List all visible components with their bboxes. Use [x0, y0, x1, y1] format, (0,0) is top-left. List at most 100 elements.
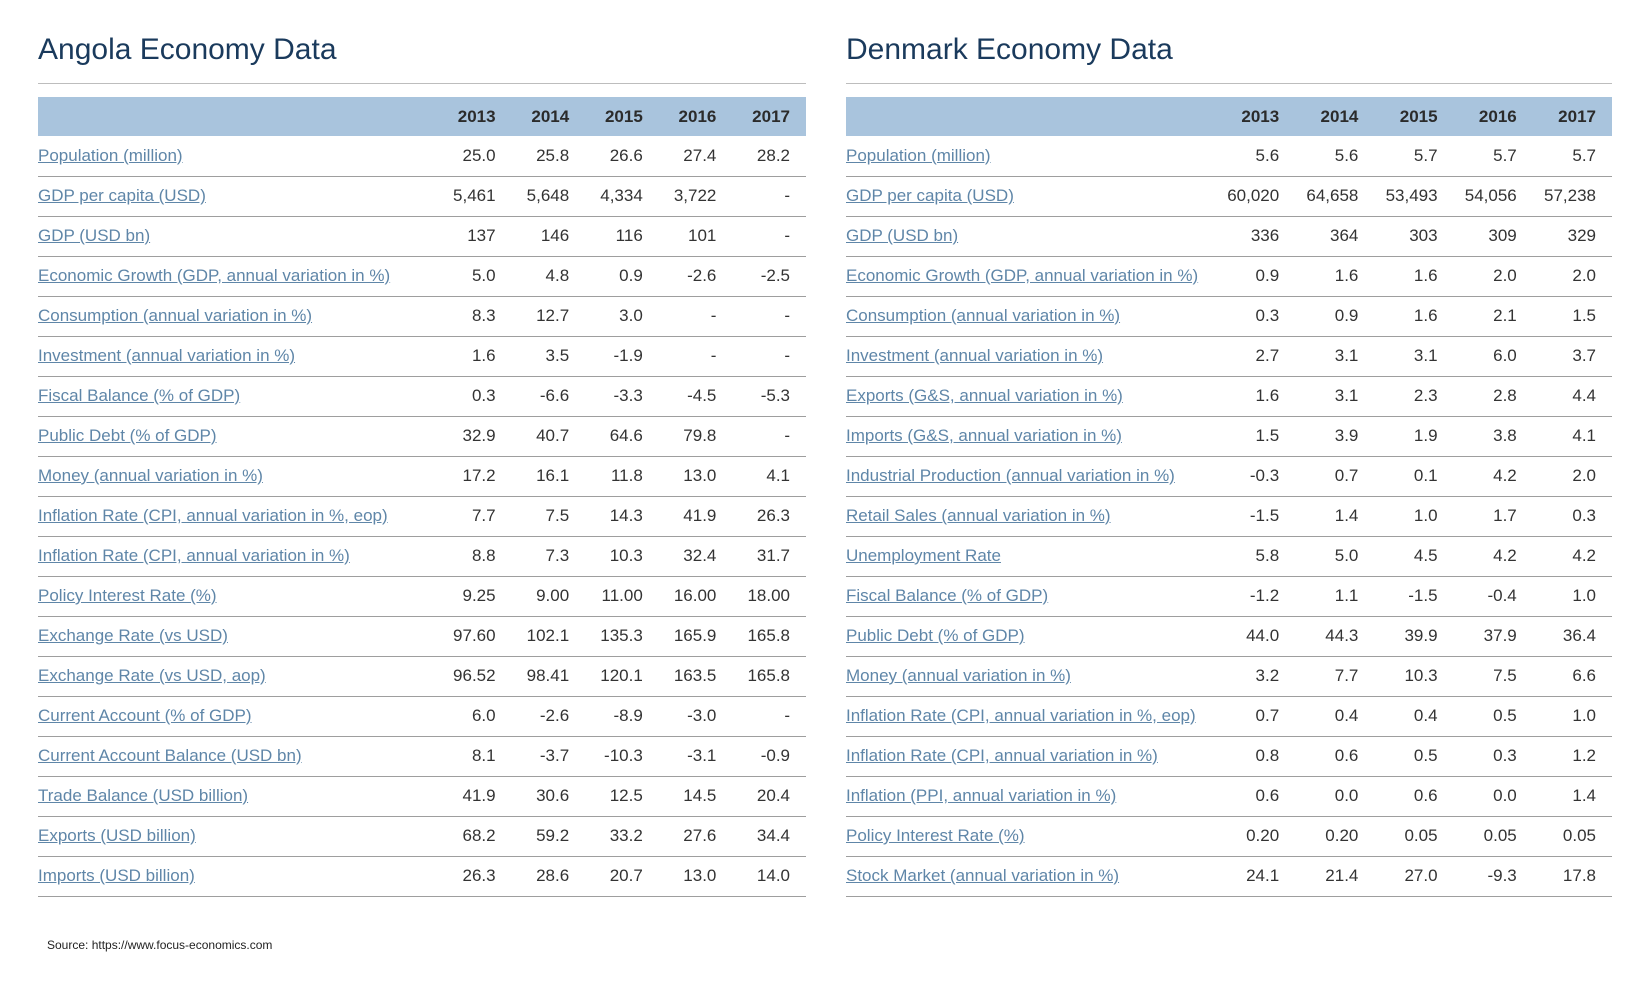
indicator-cell: Investment (annual variation in %): [38, 336, 438, 376]
indicator-cell: Fiscal Balance (% of GDP): [846, 576, 1216, 616]
indicator-cell: Trade Balance (USD billion): [38, 776, 438, 816]
indicator-link[interactable]: Investment (annual variation in %): [846, 346, 1104, 365]
indicator-link[interactable]: Public Debt (% of GDP): [38, 426, 217, 445]
indicator-cell: Population (million): [38, 136, 438, 176]
indicator-link[interactable]: Current Account Balance (USD bn): [38, 746, 302, 765]
value-cell: 0.20: [1325, 826, 1359, 845]
indicator-link[interactable]: GDP (USD bn): [38, 226, 151, 245]
value-cell: 4.2: [1493, 546, 1517, 565]
table-row: Population (million) 5.6 5.6 5.7 5.7 5.7: [846, 136, 1612, 176]
table-row: Consumption (annual variation in %) 0.3 0.…: [846, 296, 1612, 336]
value-cell: 30.6: [536, 786, 570, 805]
value-cell: 18.00: [747, 586, 790, 605]
indicator-link[interactable]: Inflation Rate (CPI, annual variation in…: [846, 706, 1196, 725]
value-cell: 0.9: [1334, 306, 1359, 325]
table-row: Unemployment Rate 5.8 5.0 4.5 4.2 4.2: [846, 536, 1612, 576]
value-cell: 27.4: [683, 145, 717, 165]
indicator-link[interactable]: Money (annual variation in %): [846, 666, 1071, 685]
value-cell: 1.0: [1572, 586, 1596, 605]
value-cell: -6.6: [539, 386, 570, 405]
indicator-link[interactable]: Exchange Rate (vs USD, aop): [38, 666, 266, 685]
indicator-link[interactable]: Investment (annual variation in %): [38, 346, 296, 365]
indicator-link[interactable]: Fiscal Balance (% of GDP): [846, 586, 1049, 605]
indicator-link[interactable]: Fiscal Balance (% of GDP): [38, 386, 241, 405]
indicator-cell: Imports (USD billion): [38, 856, 438, 896]
value-cell: 0.5: [1493, 706, 1517, 725]
value-cell: 120.1: [600, 666, 643, 685]
indicator-link[interactable]: Policy Interest Rate (%): [38, 586, 217, 605]
value-cell: 2.0: [1572, 466, 1596, 485]
indicator-link[interactable]: GDP per capita (USD): [846, 186, 1014, 205]
indicator-cell: Population (million): [846, 136, 1216, 176]
value-cell: 54,056: [1464, 186, 1517, 205]
value-cell: 4.1: [1572, 426, 1596, 445]
value-cell: -0.9: [760, 746, 790, 765]
value-cell: 0.5: [1413, 746, 1438, 765]
year-header: 2013: [1241, 106, 1280, 126]
indicator-link[interactable]: Policy Interest Rate (%): [846, 826, 1025, 845]
value-cell: -: [710, 346, 717, 365]
value-cell: -1.9: [613, 346, 643, 365]
value-cell: 3.9: [1334, 426, 1359, 445]
value-cell: 146: [540, 226, 570, 245]
indicator-link[interactable]: Trade Balance (USD billion): [38, 786, 249, 805]
indicator-link[interactable]: Exports (USD billion): [38, 826, 196, 845]
indicator-link[interactable]: Inflation Rate (CPI, annual variation in…: [38, 506, 388, 525]
table-row: GDP (USD bn) 336 364 303 309 329: [846, 216, 1612, 256]
value-cell: -2.6: [687, 266, 717, 285]
indicator-cell: Inflation Rate (CPI, annual variation in…: [846, 696, 1216, 736]
value-cell: 2.7: [1255, 346, 1280, 365]
indicator-link[interactable]: Inflation Rate (CPI, annual variation in…: [846, 746, 1158, 765]
denmark-title-divider: [846, 83, 1612, 84]
indicator-link[interactable]: Current Account (% of GDP): [38, 706, 252, 725]
indicator-cell: Public Debt (% of GDP): [38, 416, 438, 456]
year-header: 2013: [457, 106, 496, 126]
value-cell: 163.5: [673, 666, 717, 685]
indicator-link[interactable]: Industrial Production (annual variation …: [846, 466, 1175, 485]
value-cell: 5,461: [453, 186, 496, 205]
indicator-link[interactable]: Inflation Rate (CPI, annual variation in…: [38, 546, 350, 565]
indicator-link[interactable]: Economic Growth (GDP, annual variation i…: [38, 266, 391, 285]
value-cell: 0.8: [1255, 746, 1280, 765]
indicator-link[interactable]: Inflation (PPI, annual variation in %): [846, 786, 1117, 805]
year-header: 2015: [1399, 106, 1438, 126]
indicator-link[interactable]: Population (million): [38, 145, 183, 165]
value-cell: 1.5: [1255, 426, 1280, 445]
value-cell: 41.9: [462, 786, 496, 805]
value-cell: 5.7: [1413, 145, 1438, 165]
value-cell: 3.5: [545, 346, 570, 365]
table-row: Economic Growth (GDP, annual variation i…: [846, 256, 1612, 296]
value-cell: 0.20: [1246, 826, 1280, 845]
table-row: Trade Balance (USD billion) 41.9 30.6 12.5 1…: [38, 776, 806, 816]
indicator-link[interactable]: Consumption (annual variation in %): [846, 306, 1121, 325]
table-row: Fiscal Balance (% of GDP) -1.2 1.1 -1.5 -0.4…: [846, 576, 1612, 616]
indicator-link[interactable]: Stock Market (annual variation in %): [846, 866, 1120, 885]
indicator-cell: Inflation Rate (CPI, annual variation in…: [38, 496, 438, 536]
table-row: Stock Market (annual variation in %) 24.1…: [846, 856, 1612, 896]
indicator-cell: GDP per capita (USD): [38, 176, 438, 216]
value-cell: -10.3: [604, 746, 643, 765]
indicator-link[interactable]: Public Debt (% of GDP): [846, 626, 1025, 645]
indicator-link[interactable]: GDP per capita (USD): [38, 186, 206, 205]
indicator-link[interactable]: Exchange Rate (vs USD): [38, 626, 228, 645]
value-cell: -: [784, 306, 790, 325]
indicator-link[interactable]: GDP (USD bn): [846, 226, 959, 245]
value-cell: 17.2: [462, 466, 496, 485]
table-row: Consumption (annual variation in %) 8.3 12…: [38, 296, 806, 336]
indicator-link[interactable]: Imports (G&S, annual variation in %): [846, 426, 1122, 445]
indicator-link[interactable]: Consumption (annual variation in %): [38, 306, 313, 325]
value-cell: 13.0: [683, 466, 717, 485]
table-row: GDP per capita (USD) 60,020 64,658 53,493 54…: [846, 176, 1612, 216]
indicator-link[interactable]: Retail Sales (annual variation in %): [846, 506, 1111, 525]
value-cell: 16.1: [536, 466, 570, 485]
value-cell: 137: [467, 226, 496, 245]
indicator-link[interactable]: Imports (USD billion): [38, 866, 195, 885]
indicator-link[interactable]: Economic Growth (GDP, annual variation i…: [846, 266, 1199, 285]
indicator-link[interactable]: Unemployment Rate: [846, 546, 1001, 565]
value-cell: 5.7: [1572, 145, 1596, 165]
value-cell: 5.8: [1255, 546, 1280, 565]
indicator-link[interactable]: Money (annual variation in %): [38, 466, 263, 485]
table-row: Money (annual variation in %) 17.2 16.1 11.…: [38, 456, 806, 496]
indicator-link[interactable]: Exports (G&S, annual variation in %): [846, 386, 1123, 405]
indicator-link[interactable]: Population (million): [846, 145, 991, 165]
